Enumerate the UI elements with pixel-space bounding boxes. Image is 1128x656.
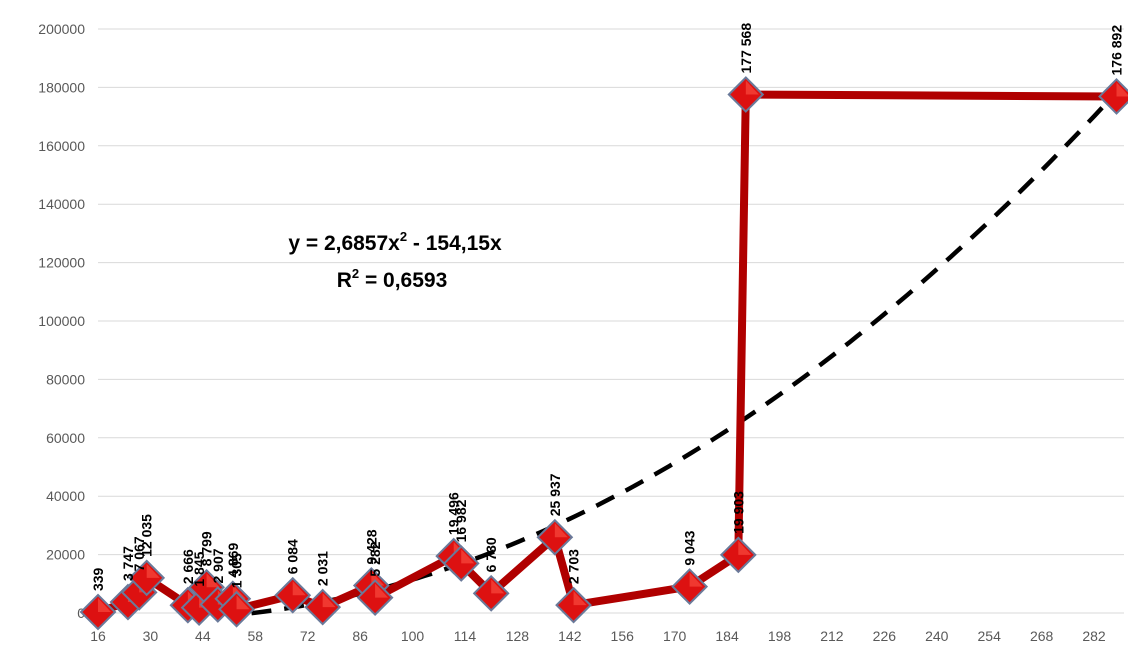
x-tick-label: 184: [715, 628, 739, 644]
marker-highlight: [98, 598, 111, 613]
data-point-marker: [218, 590, 255, 628]
data-label: 6 084: [285, 539, 301, 574]
data-label: 2 703: [566, 549, 582, 584]
data-label: 9 428: [363, 529, 379, 564]
x-tick-label: 44: [195, 628, 211, 644]
x-tick-label: 170: [663, 628, 687, 644]
marker-highlight: [554, 523, 568, 538]
data-label: 2 666: [180, 549, 196, 584]
x-tick-label: 114: [454, 628, 477, 644]
data-label: 6 730: [483, 537, 499, 572]
data-label: 19 496: [446, 492, 462, 535]
x-tick-label: 268: [1030, 628, 1054, 644]
marker-highlight: [146, 563, 160, 578]
data-point-marker: [356, 579, 394, 616]
x-tick-label: 254: [978, 628, 1002, 644]
data-point-marker: [727, 76, 765, 113]
data-label: 176 892: [1109, 25, 1125, 76]
y-tick-label: 20000: [46, 547, 85, 563]
y-tick-label: 120000: [38, 255, 85, 271]
y-tick-label: 40000: [46, 488, 85, 504]
data-label: 339: [90, 567, 106, 591]
y-tick-label: 60000: [46, 430, 85, 446]
marker-highlight: [236, 595, 250, 610]
data-label: 2 031: [315, 551, 331, 586]
data-label: 7 067: [131, 536, 147, 571]
x-tick-label: 16: [90, 628, 106, 644]
data-label: 177 568: [738, 23, 754, 74]
x-tick-label: 226: [873, 628, 897, 644]
x-tick-label: 72: [300, 628, 316, 644]
data-point-marker: [442, 544, 480, 582]
x-tick-label: 58: [247, 628, 263, 644]
data-point-marker: [1098, 78, 1128, 115]
y-tick-label: 200000: [38, 21, 85, 37]
data-point-marker: [128, 559, 166, 597]
y-tick-label: 80000: [46, 371, 85, 387]
x-tick-label: 100: [401, 628, 425, 644]
marker-highlight: [206, 573, 220, 588]
series: [79, 76, 1128, 631]
r2-sup: 2: [352, 266, 359, 281]
gridlines: [98, 28, 1124, 614]
data-label: 2 907: [210, 548, 226, 583]
data-point-marker: [79, 593, 117, 631]
data-label: 19 903: [730, 491, 746, 534]
data-label: 16 982: [453, 499, 469, 542]
data-label: 4 869: [225, 543, 241, 578]
data-label: 12 035: [139, 514, 155, 557]
marker-highlight: [292, 581, 306, 596]
y-tick-label: 180000: [38, 79, 85, 95]
marker-highlight: [491, 579, 505, 594]
x-tick-label: 86: [352, 628, 368, 644]
x-tick-label: 142: [558, 628, 582, 644]
data-point-marker: [472, 574, 510, 612]
data-label: 9 043: [682, 530, 698, 565]
x-tick-label: 212: [820, 628, 844, 644]
x-tick-label: 198: [768, 628, 792, 644]
r2-tail: = 0,6593: [359, 269, 447, 292]
data-point-marker: [304, 588, 342, 626]
marker-highlight: [1116, 82, 1128, 97]
data-point-marker: [274, 576, 312, 614]
data-point-marker: [555, 586, 592, 624]
data-label: 25 937: [547, 473, 563, 516]
equation-sup: 2: [400, 229, 407, 244]
equation-tail: - 154,15x: [407, 232, 502, 255]
series-line: [96, 90, 1117, 616]
data-label: 1 305: [229, 553, 245, 588]
data-label: 8 799: [199, 531, 215, 566]
equation-main: y = 2,6857x: [288, 232, 400, 255]
marker-highlight: [322, 593, 336, 608]
x-tick-label: 282: [1082, 628, 1106, 644]
data-point-marker: [719, 536, 757, 574]
data-point-marker: [671, 568, 709, 606]
data-label: 5 282: [367, 541, 383, 576]
y-tick-label: 160000: [38, 138, 85, 154]
marker-highlight: [745, 80, 759, 95]
y-axis: 0200004000060000800001000001200001400001…: [38, 21, 85, 621]
x-axis: 16 30 44 58 72 86 100 114 128 142 156 170 184 198 212 2…: [90, 612, 1124, 644]
r2-prefix: R: [337, 269, 352, 292]
marker-highlight: [375, 583, 389, 598]
data-label: 3 747: [120, 546, 136, 581]
data-label: 1 845: [191, 551, 207, 586]
x-tick-label: 30: [143, 628, 159, 644]
x-tick-label: 156: [611, 628, 635, 644]
marker-highlight: [461, 549, 475, 564]
marker-highlight: [573, 591, 587, 606]
marker-highlight: [689, 572, 703, 587]
x-tick-label: 240: [925, 628, 949, 644]
y-tick-label: 100000: [38, 313, 85, 329]
data-point-marker: [536, 518, 574, 556]
trendline-equation: y = 2,6857x2 - 154,15x R2 = 0,6593: [288, 229, 502, 292]
equation-line: y = 2,6857x2 - 154,15x: [288, 229, 502, 255]
r-squared-line: R2 = 0,6593: [337, 266, 448, 292]
marker-highlight: [738, 540, 752, 555]
y-tick-label: 140000: [38, 196, 85, 212]
x-tick-label: 128: [506, 628, 530, 644]
